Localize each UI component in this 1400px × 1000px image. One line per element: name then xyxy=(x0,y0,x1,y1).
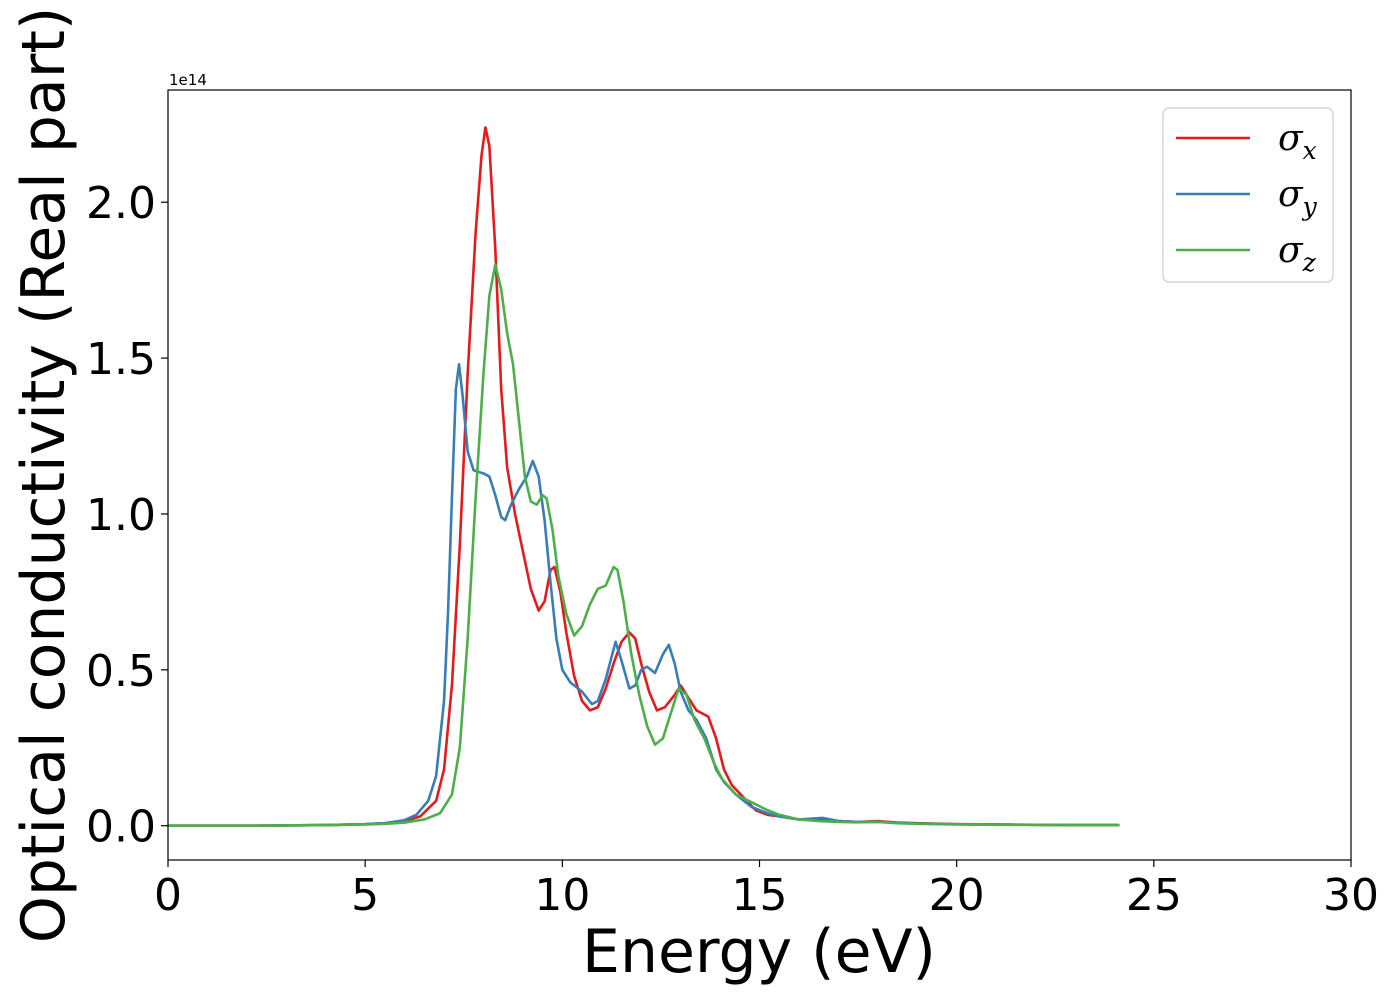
legend-label-y: σy xyxy=(1278,174,1318,221)
y-tick-label: 0.5 xyxy=(86,646,156,697)
x-tick-label: 0 xyxy=(154,870,182,921)
series-line-z xyxy=(168,263,1120,828)
y-tick-label: 2.0 xyxy=(86,178,156,229)
y-tick-label: 0.0 xyxy=(86,802,156,853)
x-tick-label: 10 xyxy=(534,870,590,921)
y-tick-label: 1.5 xyxy=(86,334,156,385)
x-tick-label: 25 xyxy=(1126,870,1182,921)
y-axis: 0.0 0.5 1.0 1.5 2.0 xyxy=(86,178,168,853)
legend: σx σy σz xyxy=(1162,107,1334,283)
legend-label-z: σz xyxy=(1278,230,1317,277)
x-tick-label: 15 xyxy=(732,870,788,921)
x-axis: 0 5 10 15 20 25 30 xyxy=(154,860,1379,921)
x-tick-label: 5 xyxy=(351,870,379,921)
y-axis-title: Optical conductivity (Real part) xyxy=(9,7,79,944)
y-offset-label: 1e14 xyxy=(169,71,207,89)
x-axis-title: Energy (eV) xyxy=(582,917,936,987)
series-layer xyxy=(168,126,1120,828)
legend-label-x: σx xyxy=(1278,118,1317,165)
x-tick-label: 30 xyxy=(1323,870,1379,921)
x-tick-label: 20 xyxy=(929,870,985,921)
y-tick-label: 1.0 xyxy=(86,490,156,541)
